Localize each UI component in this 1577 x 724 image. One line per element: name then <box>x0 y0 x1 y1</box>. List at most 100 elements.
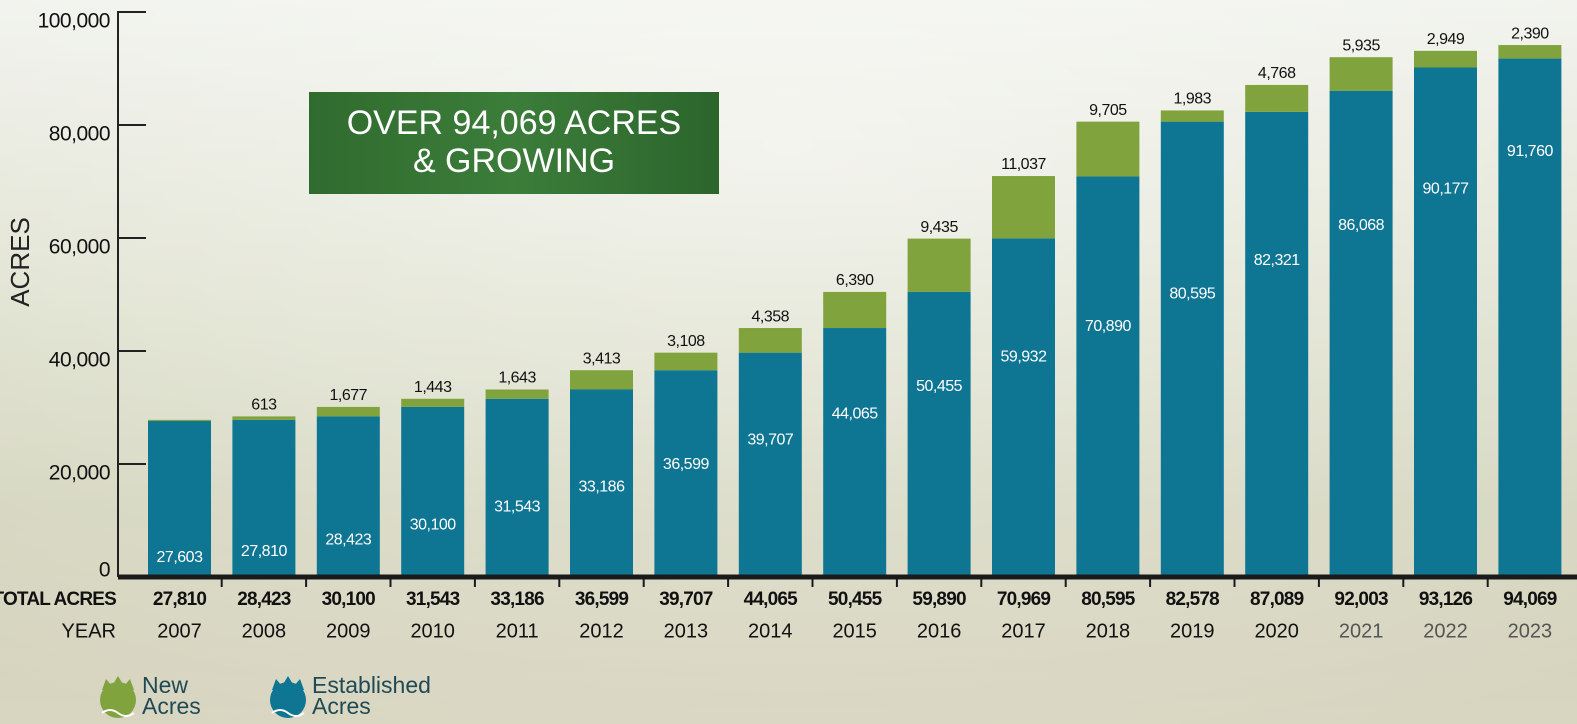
x-tick-label: 2021 <box>1339 620 1384 642</box>
total-label: 82,578 <box>1166 589 1220 610</box>
x-tick-label: 2008 <box>242 620 287 642</box>
established-label: 30,100 <box>410 516 457 533</box>
established-bar <box>1245 112 1308 577</box>
new-bar <box>992 176 1055 238</box>
new-label: 9,705 <box>1089 102 1127 119</box>
new-bar <box>1414 51 1477 68</box>
legend-label: New Acres <box>142 675 202 717</box>
established-label: 82,321 <box>1254 252 1301 269</box>
established-label: 27,603 <box>157 549 204 566</box>
established-bar <box>823 328 886 577</box>
total-label: 27,810 <box>153 589 207 610</box>
new-bar <box>1330 57 1393 91</box>
new-bar <box>401 399 464 407</box>
new-label: 5,935 <box>1342 37 1380 54</box>
callout-text: & GROWING <box>413 142 615 180</box>
total-label: 39,707 <box>659 589 713 610</box>
new-label: 1,443 <box>414 379 452 396</box>
new-bar <box>570 370 633 389</box>
established-label: 80,595 <box>1169 286 1216 303</box>
y-tick-label: 40,000 <box>49 349 110 372</box>
x-tick-label: 2016 <box>917 620 962 642</box>
total-label: 31,543 <box>406 589 460 610</box>
x-tick-label: 2023 <box>1508 620 1553 642</box>
y-tick-label: 80,000 <box>49 123 110 146</box>
total-label: 50,455 <box>828 589 883 610</box>
new-bar <box>1161 110 1224 121</box>
total-label: 94,069 <box>1503 589 1557 610</box>
established-label: 27,810 <box>241 543 288 560</box>
page: OVER 94,069 ACRES & GROWING ACRES TOTAL … <box>0 0 1577 724</box>
established-bar <box>908 292 971 577</box>
new-bar <box>232 416 295 419</box>
new-label: 4,358 <box>752 308 790 325</box>
x-tick-label: 2018 <box>1086 620 1131 642</box>
established-label: 44,065 <box>832 406 879 423</box>
x-tick-label: 2010 <box>410 620 455 642</box>
established-label: 59,932 <box>1001 349 1048 366</box>
y-tick-label: 0 <box>99 559 110 582</box>
established-bar <box>654 370 717 577</box>
new-label: 6,390 <box>836 272 874 289</box>
x-tick-label: 2011 <box>496 620 539 642</box>
established-label: 86,068 <box>1338 217 1385 234</box>
established-label: 70,890 <box>1085 318 1132 335</box>
total-label: 28,423 <box>237 589 291 610</box>
established-label: 50,455 <box>916 378 963 395</box>
new-bar <box>1498 45 1561 59</box>
x-tick-label: 2014 <box>748 620 793 642</box>
established-label: 90,177 <box>1423 181 1470 198</box>
total-label: 92,003 <box>1334 589 1388 610</box>
established-bar <box>1161 122 1224 577</box>
established-bar <box>317 416 380 577</box>
total-label: 44,065 <box>744 589 799 610</box>
new-label: 1,677 <box>330 387 368 404</box>
new-bar <box>1076 122 1139 177</box>
established-bar <box>992 238 1055 577</box>
total-label: 30,100 <box>322 589 376 610</box>
new-bar <box>823 292 886 328</box>
established-bar <box>401 407 464 577</box>
new-label: 3,413 <box>583 350 621 367</box>
new-label: 3,108 <box>667 333 705 350</box>
y-tick-label: 60,000 <box>49 236 110 259</box>
established-label: 33,186 <box>579 478 626 495</box>
total-label: 93,126 <box>1419 589 1473 610</box>
established-label: 91,760 <box>1507 143 1554 160</box>
row-label: TOTAL ACRES <box>0 589 116 610</box>
new-label: 11,037 <box>1001 156 1046 173</box>
new-label: 1,643 <box>498 370 536 387</box>
row-label: YEAR <box>62 620 116 642</box>
new-label: 2,390 <box>1511 25 1549 42</box>
new-bar <box>486 389 549 398</box>
established-bar <box>486 399 549 577</box>
x-tick-label: 2013 <box>664 620 709 642</box>
legend-label: Established Acres <box>312 675 442 717</box>
total-label: 87,089 <box>1250 589 1304 610</box>
new-label: 2,949 <box>1427 31 1465 48</box>
total-label: 59,890 <box>912 589 966 610</box>
x-tick-label: 2007 <box>157 620 202 642</box>
new-bar <box>908 239 971 292</box>
new-bar <box>739 328 802 353</box>
x-tick-label: 2012 <box>579 620 624 642</box>
x-tick-label: 2019 <box>1170 620 1215 642</box>
y-tick-label: 20,000 <box>49 462 110 485</box>
total-label: 80,595 <box>1081 589 1136 610</box>
callout-text: OVER 94,069 ACRES <box>347 104 682 142</box>
new-bar <box>317 407 380 416</box>
total-label: 70,969 <box>997 589 1051 610</box>
established-bar <box>1498 59 1561 577</box>
established-bar <box>1414 67 1477 577</box>
established-label: 36,599 <box>663 456 710 473</box>
established-bar <box>1076 176 1139 577</box>
new-bar <box>1245 85 1308 112</box>
x-tick-label: 2022 <box>1423 620 1468 642</box>
y-axis-title: ACRES <box>5 217 35 307</box>
new-label: 613 <box>251 397 277 414</box>
x-tick-label: 2015 <box>832 620 877 642</box>
y-tick-label: 100,000 <box>38 10 110 33</box>
new-label: 9,435 <box>920 219 958 236</box>
established-bar <box>739 353 802 577</box>
new-bar <box>654 353 717 371</box>
